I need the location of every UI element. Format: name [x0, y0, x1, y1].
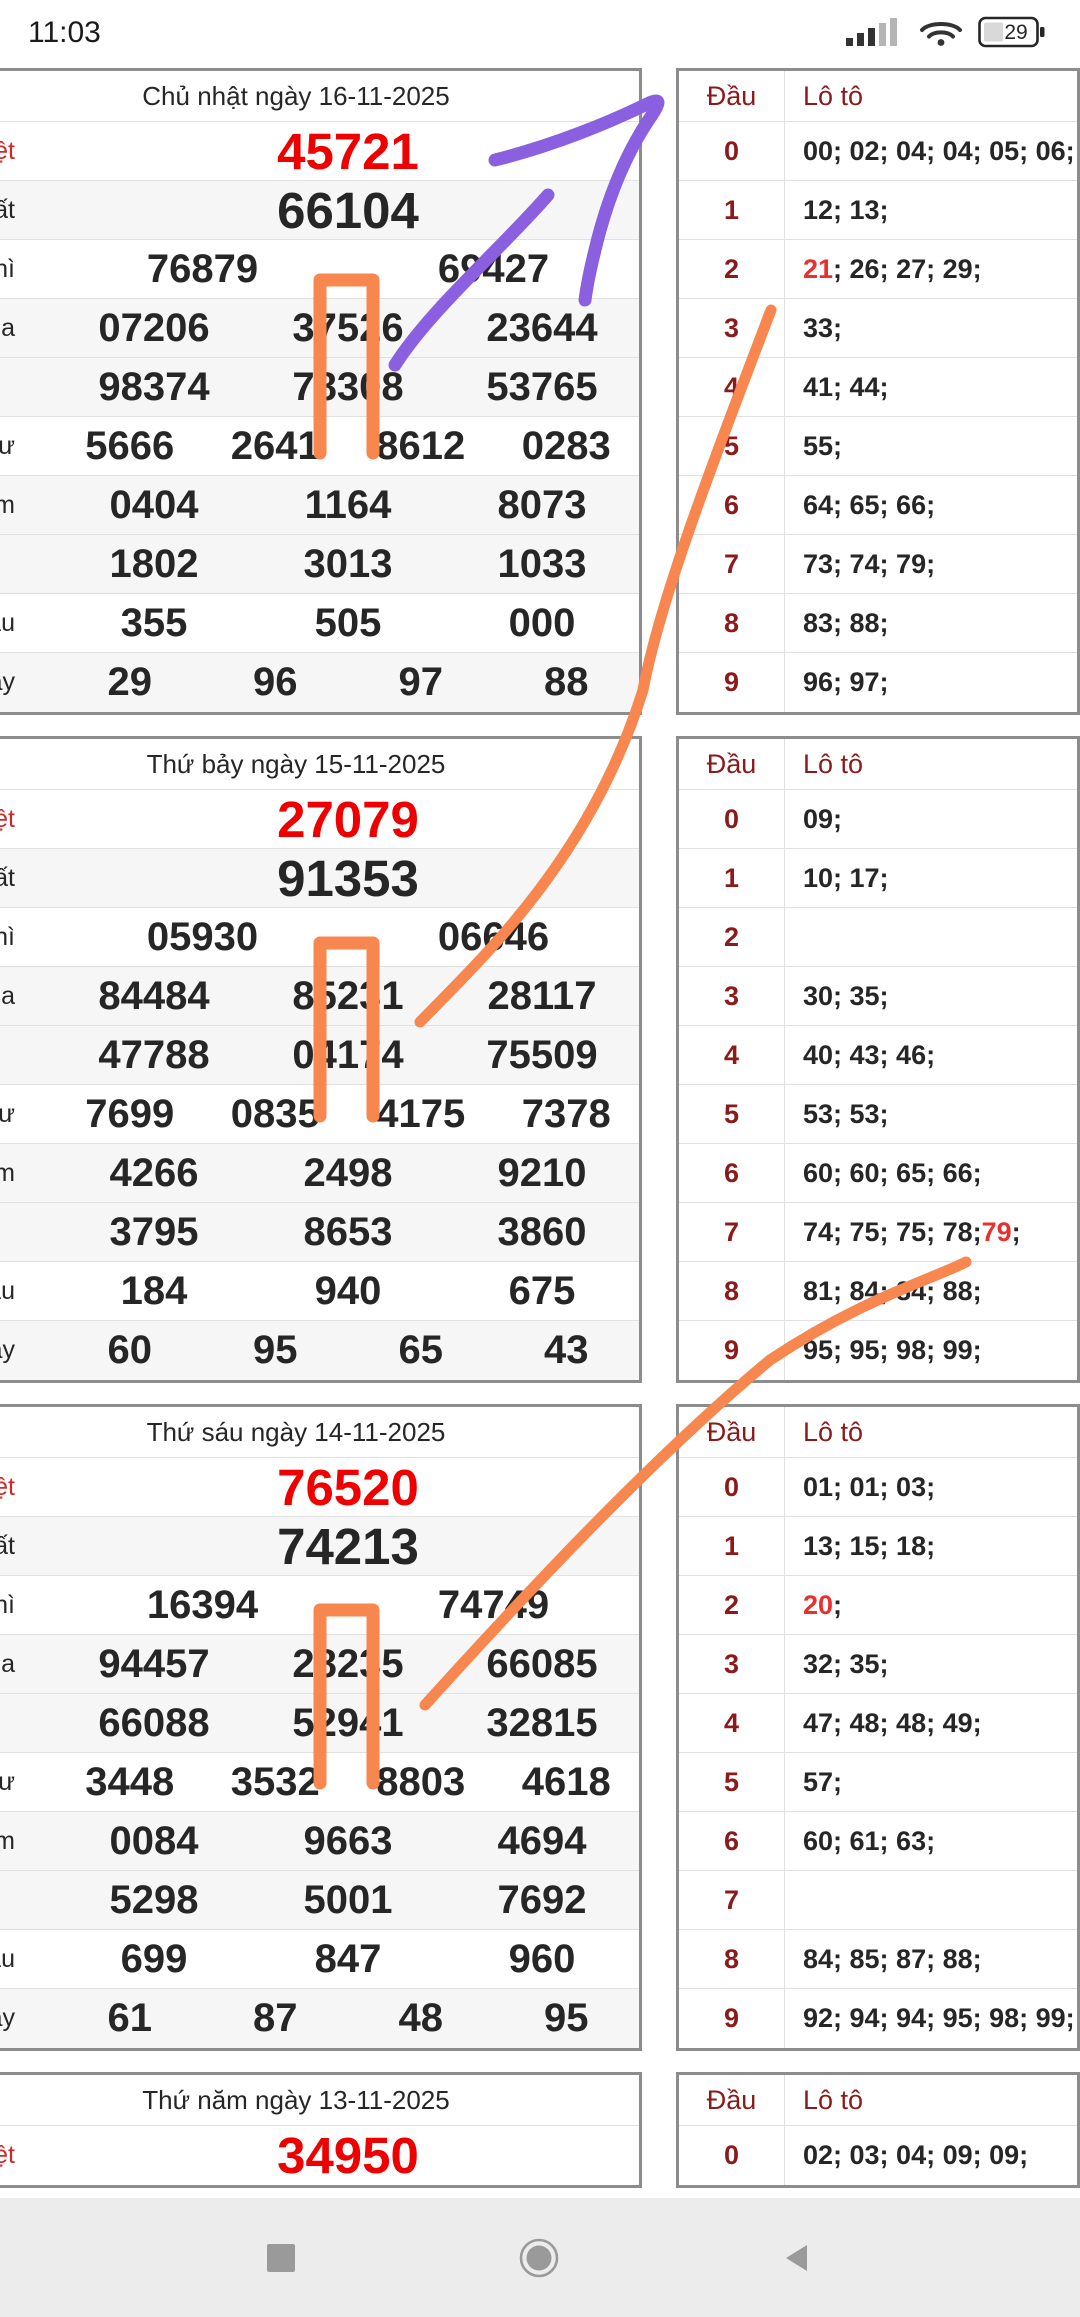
svg-text:29: 29 — [1004, 21, 1027, 44]
